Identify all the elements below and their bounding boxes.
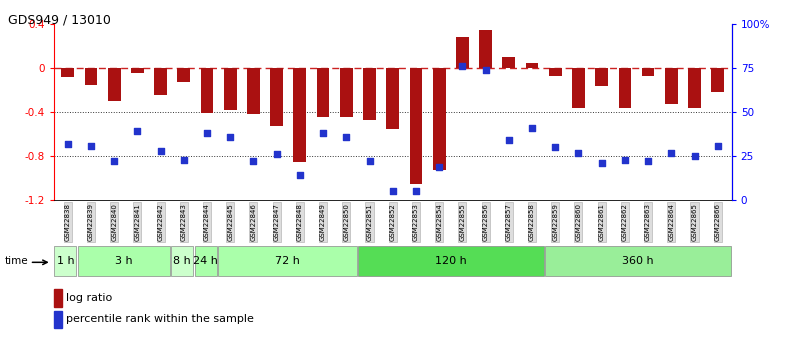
Bar	[410, 68, 422, 184]
Point	[688, 153, 701, 159]
Point	[711, 143, 724, 148]
Bar	[154, 68, 167, 95]
FancyBboxPatch shape	[218, 246, 357, 276]
Point	[596, 160, 608, 166]
Text: 24 h: 24 h	[193, 256, 218, 266]
Bar	[479, 30, 492, 68]
Bar	[665, 68, 678, 105]
Point	[131, 129, 144, 134]
Text: 72 h: 72 h	[275, 256, 300, 266]
Text: 1 h: 1 h	[57, 256, 74, 266]
Point	[224, 134, 237, 139]
Bar	[433, 68, 445, 170]
Bar	[711, 68, 724, 92]
Point	[665, 150, 678, 155]
Bar	[271, 68, 283, 126]
Point	[619, 157, 631, 162]
Point	[410, 188, 422, 194]
Point	[108, 159, 120, 164]
Bar	[386, 68, 399, 129]
Text: GDS949 / 13010: GDS949 / 13010	[8, 14, 111, 27]
FancyBboxPatch shape	[78, 246, 170, 276]
FancyBboxPatch shape	[545, 246, 731, 276]
Point	[62, 141, 74, 147]
Bar	[62, 68, 74, 77]
Bar	[108, 68, 120, 101]
Bar	[363, 68, 376, 120]
Bar	[85, 68, 97, 85]
Text: time: time	[4, 256, 28, 266]
Bar	[456, 37, 469, 68]
Point	[386, 188, 399, 194]
Bar	[224, 68, 237, 110]
Point	[316, 130, 329, 136]
Text: 8 h: 8 h	[173, 256, 191, 266]
Point	[293, 173, 306, 178]
Text: percentile rank within the sample: percentile rank within the sample	[66, 314, 254, 324]
Bar	[688, 68, 701, 108]
Point	[201, 130, 214, 136]
Text: 360 h: 360 h	[623, 256, 654, 266]
Bar	[340, 68, 353, 117]
Bar	[619, 68, 631, 108]
Bar	[549, 68, 562, 76]
Bar	[572, 68, 585, 108]
FancyBboxPatch shape	[358, 246, 544, 276]
Bar	[201, 68, 214, 113]
Text: 120 h: 120 h	[435, 256, 467, 266]
Bar	[642, 68, 654, 76]
Point	[363, 159, 376, 164]
Point	[177, 157, 190, 162]
Point	[340, 134, 353, 139]
Point	[456, 63, 469, 69]
FancyBboxPatch shape	[195, 246, 217, 276]
Point	[433, 164, 445, 169]
Bar	[247, 68, 259, 114]
Bar	[316, 68, 330, 117]
Bar	[293, 68, 306, 161]
FancyBboxPatch shape	[55, 246, 77, 276]
Point	[549, 145, 562, 150]
Bar	[502, 57, 515, 68]
Point	[526, 125, 539, 131]
Bar	[526, 63, 539, 68]
Bar	[177, 68, 190, 82]
Bar	[131, 68, 144, 72]
Bar	[54, 310, 62, 328]
Text: 3 h: 3 h	[115, 256, 133, 266]
Point	[271, 151, 283, 157]
Point	[247, 159, 259, 164]
Point	[572, 150, 585, 155]
Point	[642, 159, 654, 164]
Point	[154, 148, 167, 154]
Point	[479, 67, 492, 73]
FancyBboxPatch shape	[172, 246, 193, 276]
Point	[85, 143, 97, 148]
Bar	[596, 68, 608, 86]
Text: log ratio: log ratio	[66, 293, 112, 303]
Bar	[54, 289, 62, 306]
Point	[502, 138, 515, 143]
